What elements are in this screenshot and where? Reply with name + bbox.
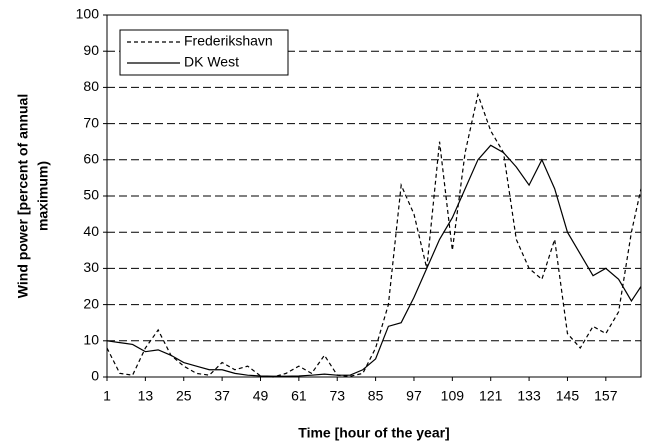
- legend-box: [119, 29, 289, 76]
- x-tick-label: 109: [441, 388, 465, 404]
- x-tick-label: 61: [291, 388, 307, 404]
- x-axis-label: Time [hour of the year]: [298, 425, 449, 441]
- x-tick-label: 121: [479, 388, 503, 404]
- y-tick-label: 10: [83, 332, 99, 348]
- x-tick-label: 1: [103, 388, 111, 404]
- y-tick-label: 90: [83, 42, 99, 58]
- y-axis-label: Wind power [percent of annual: [15, 94, 31, 298]
- legend-label: Frederikshavn: [184, 33, 273, 49]
- legend-label: DK West: [184, 54, 239, 70]
- y-tick-label: 100: [76, 6, 100, 22]
- x-tick-label: 145: [556, 388, 580, 404]
- y-tick-label: 70: [83, 114, 99, 130]
- x-tick-label: 157: [594, 388, 618, 404]
- y-tick-label: 20: [83, 295, 99, 311]
- line-series: [106, 144, 642, 377]
- x-tick-label: 13: [138, 388, 154, 404]
- y-tick-label: 30: [83, 259, 99, 275]
- y-axis-label: maximum): [35, 161, 51, 231]
- x-tick-label: 97: [406, 388, 422, 404]
- x-tick-label: 85: [368, 388, 384, 404]
- x-tick-label: 49: [253, 388, 269, 404]
- y-tick-label: 50: [83, 187, 99, 203]
- y-tick-label: 80: [83, 78, 99, 94]
- line-series: [106, 92, 642, 378]
- y-tick-label: 40: [83, 223, 99, 239]
- x-tick-label: 25: [176, 388, 192, 404]
- y-tick-label: 60: [83, 151, 99, 167]
- y-tick-label: 0: [91, 368, 99, 384]
- plot-frame: [106, 14, 642, 378]
- x-tick-label: 37: [214, 388, 230, 404]
- x-tick-label: 133: [517, 388, 541, 404]
- x-tick-label: 73: [329, 388, 345, 404]
